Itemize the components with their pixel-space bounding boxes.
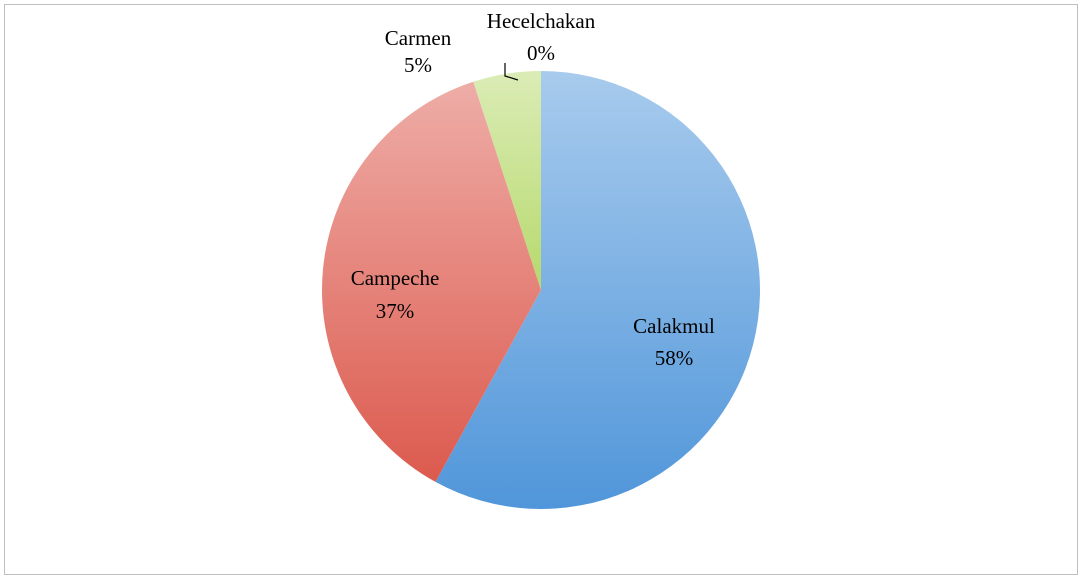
slice-label: Calakmul <box>633 314 715 338</box>
pie-slice <box>435 71 760 510</box>
slice-value-label: 58% <box>655 346 694 370</box>
slice-label: Hecelchakan <box>487 9 596 33</box>
pie-slice <box>322 81 541 482</box>
slice-label: Campeche <box>351 266 440 290</box>
slice-value-label: 37% <box>376 299 415 323</box>
slice-value-label: 0% <box>527 41 555 65</box>
pie-slice <box>473 71 541 290</box>
leader-line <box>504 63 519 81</box>
slice-value-label: 5% <box>404 53 432 77</box>
slice-label: Carmen <box>385 26 452 50</box>
